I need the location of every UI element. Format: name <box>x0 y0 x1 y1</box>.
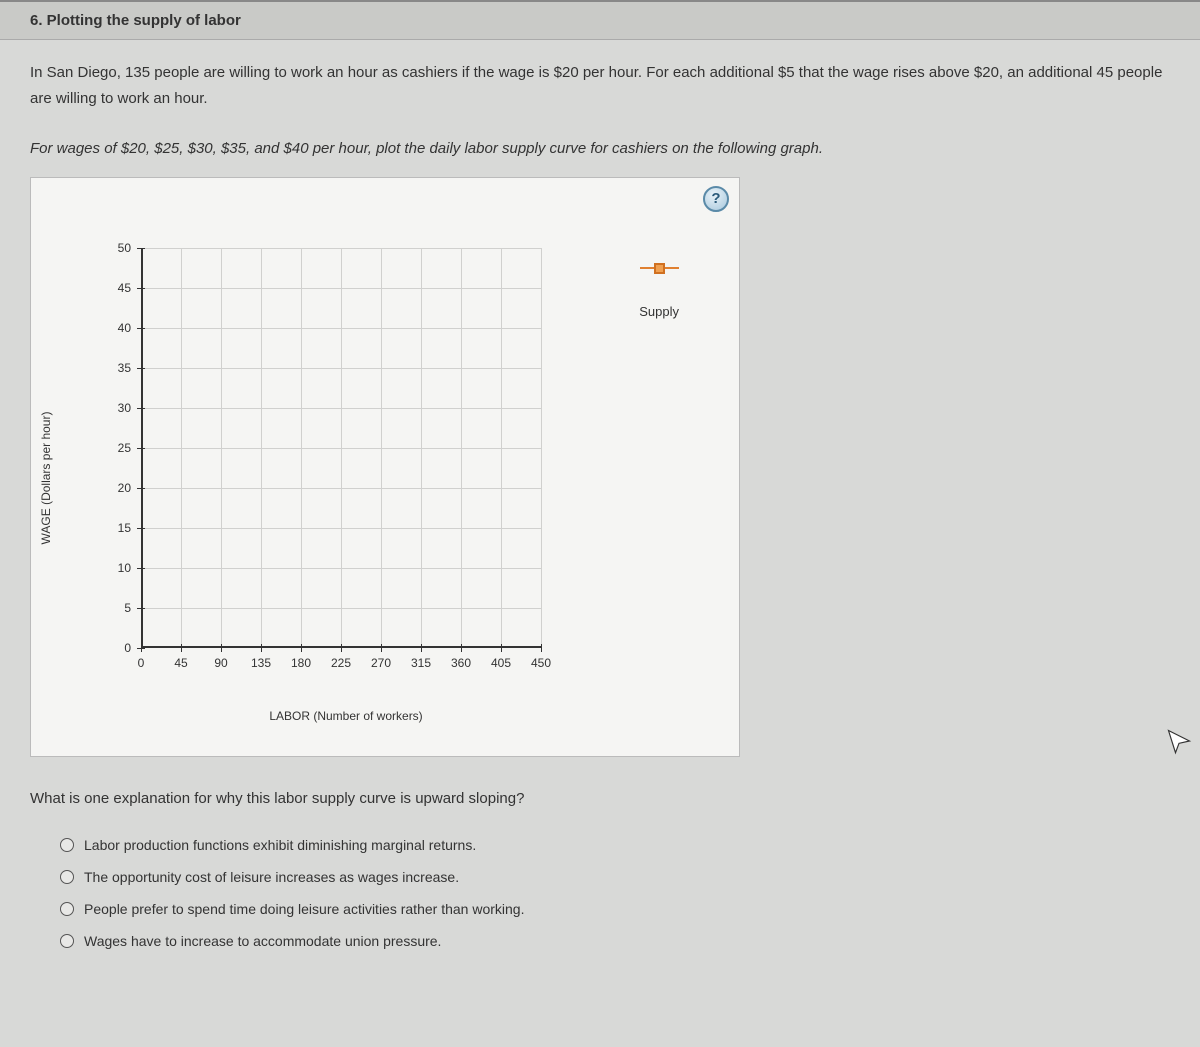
tick-y <box>137 648 145 649</box>
option-row[interactable]: Labor production functions exhibit dimin… <box>30 829 1170 861</box>
grid-line-h <box>141 248 541 249</box>
radio-icon[interactable] <box>60 870 74 884</box>
tick-x <box>461 644 462 652</box>
tick-label-x: 0 <box>138 656 145 670</box>
tick-y <box>137 568 145 569</box>
tick-x <box>501 644 502 652</box>
tick-y <box>137 328 145 329</box>
grid-line-h <box>141 328 541 329</box>
tick-x <box>261 644 262 652</box>
instruction-text: For wages of $20, $25, $30, $35, and $40… <box>30 136 1170 162</box>
tick-label-y: 30 <box>118 401 131 415</box>
option-row[interactable]: People prefer to spend time doing leisur… <box>30 893 1170 925</box>
tick-y <box>137 368 145 369</box>
radio-icon[interactable] <box>60 902 74 916</box>
option-row[interactable]: The opportunity cost of leisure increase… <box>30 861 1170 893</box>
y-axis-label: WAGE (Dollars per hour) <box>39 411 53 544</box>
radio-icon[interactable] <box>60 934 74 948</box>
tick-label-y: 10 <box>118 561 131 575</box>
legend-square-icon <box>654 263 665 274</box>
grid-line-h <box>141 488 541 489</box>
grid-line-h <box>141 528 541 529</box>
tick-label-y: 40 <box>118 321 131 335</box>
tick-label-x: 270 <box>371 656 391 670</box>
tick-label-y: 25 <box>118 441 131 455</box>
tick-label-x: 180 <box>291 656 311 670</box>
x-axis-label: LABOR (Number of workers) <box>269 709 422 723</box>
grid-line-h <box>141 368 541 369</box>
tick-x <box>341 644 342 652</box>
tick-label-x: 405 <box>491 656 511 670</box>
tick-label-y: 5 <box>124 601 131 615</box>
option-label: People prefer to spend time doing leisur… <box>84 901 524 917</box>
tick-y <box>137 608 145 609</box>
tick-x <box>421 644 422 652</box>
tick-x <box>381 644 382 652</box>
legend-line-right <box>665 267 679 269</box>
tick-label-x: 135 <box>251 656 271 670</box>
legend-line-left <box>640 267 654 269</box>
grid-line-h <box>141 608 541 609</box>
tick-y <box>137 528 145 529</box>
tick-label-x: 45 <box>174 656 187 670</box>
tick-label-y: 0 <box>124 641 131 655</box>
option-label: Labor production functions exhibit dimin… <box>84 837 476 853</box>
intro-paragraph: In San Diego, 135 people are willing to … <box>30 60 1170 111</box>
legend-label: Supply <box>639 304 679 319</box>
tick-label-y: 15 <box>118 521 131 535</box>
option-label: Wages have to increase to accommodate un… <box>84 933 441 949</box>
tick-y <box>137 248 145 249</box>
tick-x <box>301 644 302 652</box>
tick-label-x: 315 <box>411 656 431 670</box>
option-label: The opportunity cost of leisure increase… <box>84 869 459 885</box>
tick-label-y: 35 <box>118 361 131 375</box>
tick-y <box>137 408 145 409</box>
tick-label-y: 20 <box>118 481 131 495</box>
grid-line-h <box>141 408 541 409</box>
graph-panel[interactable]: ? WAGE (Dollars per hour) 04590135180225… <box>30 177 740 757</box>
question-prompt: What is one explanation for why this lab… <box>30 787 1170 811</box>
legend[interactable]: Supply <box>639 263 679 319</box>
section-header: 6. Plotting the supply of labor <box>0 0 1200 40</box>
tick-label-x: 360 <box>451 656 471 670</box>
help-icon[interactable]: ? <box>703 186 729 212</box>
tick-x <box>541 644 542 652</box>
tick-y <box>137 288 145 289</box>
grid-line-h <box>141 568 541 569</box>
tick-label-y: 50 <box>118 241 131 255</box>
grid-line-v <box>541 248 542 648</box>
question-block: What is one explanation for why this lab… <box>30 787 1170 957</box>
tick-y <box>137 448 145 449</box>
chart-area[interactable]: WAGE (Dollars per hour) 0459013518022527… <box>66 238 626 718</box>
option-row[interactable]: Wages have to increase to accommodate un… <box>30 925 1170 957</box>
tick-x <box>181 644 182 652</box>
tick-label-x: 90 <box>214 656 227 670</box>
legend-marker[interactable] <box>639 263 679 274</box>
tick-y <box>137 488 145 489</box>
grid-line-h <box>141 288 541 289</box>
tick-label-y: 45 <box>118 281 131 295</box>
radio-icon[interactable] <box>60 838 74 852</box>
grid-line-h <box>141 448 541 449</box>
tick-x <box>221 644 222 652</box>
plot-area[interactable]: 0459013518022527031536040545005101520253… <box>141 248 541 648</box>
tick-label-x: 225 <box>331 656 351 670</box>
tick-label-x: 450 <box>531 656 551 670</box>
